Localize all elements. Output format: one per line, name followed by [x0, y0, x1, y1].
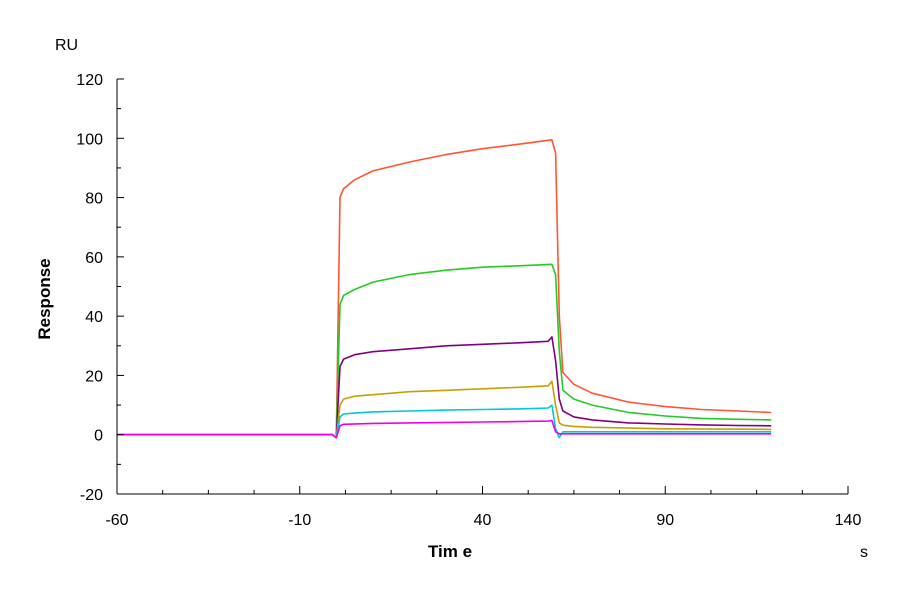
series-layer: [117, 139, 772, 439]
y-tick-label: 0: [94, 428, 103, 445]
series-line-3: [117, 336, 772, 439]
x-tick-label: 140: [835, 512, 862, 529]
y-tick-label: 120: [76, 72, 103, 89]
series-line-1: [117, 139, 772, 439]
series-line-5: [117, 404, 772, 439]
ticks-layer: -20 0 20 40 60 80 100 120 -60 -10 40 90 140: [76, 72, 861, 529]
x-tick-label: -10: [288, 512, 311, 529]
x-unit-label: s: [860, 544, 868, 561]
y-axis-title: Response: [35, 258, 54, 339]
x-axis-title: Tim e: [428, 542, 472, 561]
y-tick-label: 20: [85, 368, 103, 385]
y-tick-label: -20: [80, 487, 103, 504]
y-tick-label: 80: [85, 191, 103, 208]
y-tick-label: 40: [85, 309, 103, 326]
y-unit-label: RU: [55, 37, 78, 54]
series-line-2: [117, 263, 772, 439]
x-tick-label: -60: [105, 512, 128, 529]
x-tick-label: 40: [474, 512, 492, 529]
x-tick-label: 90: [656, 512, 674, 529]
y-tick-label: 100: [76, 131, 103, 148]
y-tick-label: 60: [85, 250, 103, 267]
series-line-6: [117, 419, 772, 439]
